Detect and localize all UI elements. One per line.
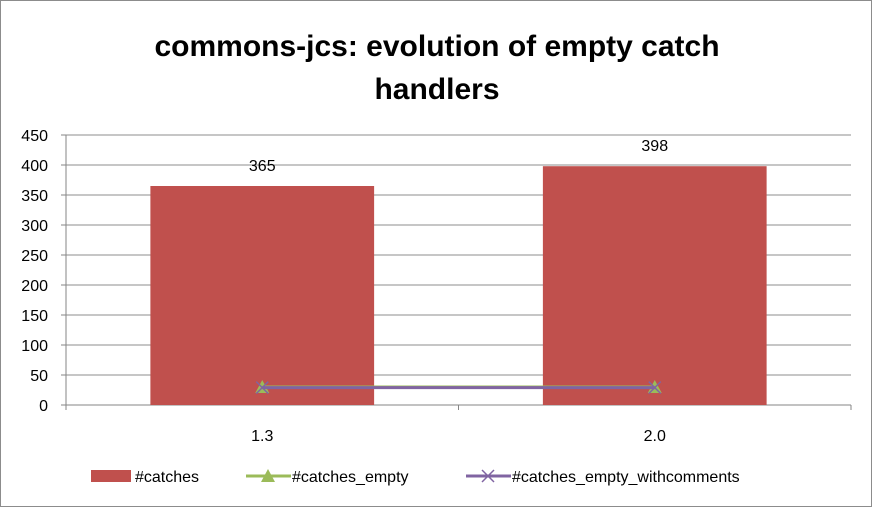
y-tick-label: 450 — [21, 128, 48, 145]
y-tick-label: 250 — [21, 248, 48, 265]
legend-triangle-marker — [261, 469, 275, 482]
legend-label: #catches_empty_withcomments — [512, 469, 740, 486]
legend-label: #catches — [135, 469, 199, 486]
x-marker — [255, 381, 269, 395]
y-tick-label: 0 — [39, 398, 48, 415]
legend-x-marker — [481, 469, 495, 483]
x-tick-label: 2.0 — [644, 428, 666, 445]
legend-swatch — [91, 470, 131, 482]
legend: #catches #catches_empty #catches_empty_wit… — [91, 469, 740, 486]
y-axis-tick-labels: 0 50 100 150 200 250 300 350 400 450 — [21, 128, 48, 415]
y-tick-label: 150 — [21, 308, 48, 325]
bar — [150, 186, 375, 405]
bar — [542, 166, 767, 405]
legend-label: #catches_empty — [292, 469, 409, 486]
title-line: commons-jcs: evolution of empty catch — [154, 30, 719, 63]
y-tick-label: 50 — [30, 368, 48, 385]
y-tick-label: 100 — [21, 338, 48, 355]
chart-title: commons-jcs: evolution of empty catch han… — [154, 30, 719, 106]
y-tick-label: 350 — [21, 188, 48, 205]
bar-data-label: 398 — [641, 138, 668, 155]
x-axis-tick-labels: 1.3 2.0 — [251, 428, 666, 445]
y-tick-label: 300 — [21, 218, 48, 235]
title-line: handlers — [374, 73, 499, 106]
line-series — [255, 380, 662, 395]
bar-data-label: 365 — [249, 158, 276, 175]
x-tick-label: 1.3 — [251, 428, 273, 445]
x-marker — [648, 381, 662, 395]
y-tick-label: 400 — [21, 158, 48, 175]
bar-series: 365 398 — [150, 138, 767, 405]
y-tick-label: 200 — [21, 278, 48, 295]
